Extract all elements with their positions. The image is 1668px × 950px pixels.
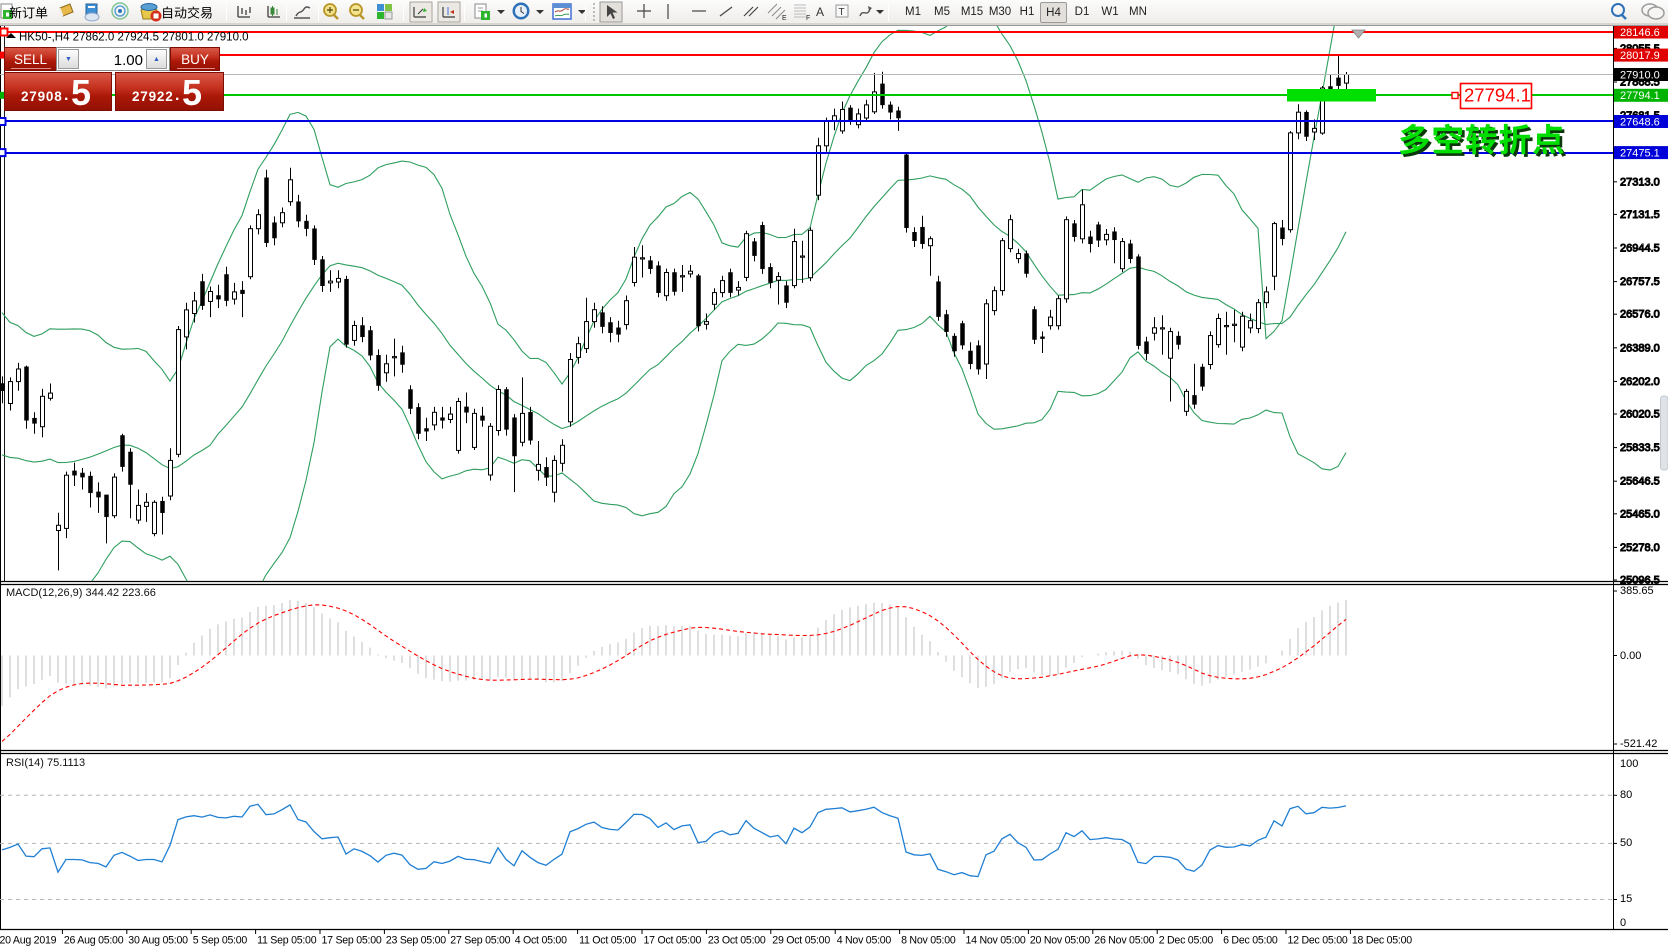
svg-text:20 Aug 2019: 20 Aug 2019 <box>0 935 57 947</box>
svg-text:A: A <box>816 5 824 19</box>
svg-text:17 Oct 05:00: 17 Oct 05:00 <box>644 935 702 947</box>
svg-text:26389.0: 26389.0 <box>1620 342 1660 354</box>
svg-text:MACD(12,26,9) 344.42 223.66: MACD(12,26,9) 344.42 223.66 <box>6 587 156 599</box>
svg-text:27313.0: 27313.0 <box>1620 176 1660 188</box>
svg-text:27648.6: 27648.6 <box>1620 116 1660 128</box>
svg-text:25465.0: 25465.0 <box>1620 508 1660 520</box>
svg-text:27 Sep 05:00: 27 Sep 05:00 <box>450 935 510 947</box>
svg-text:26944.5: 26944.5 <box>1620 243 1660 255</box>
svg-text:27794.1: 27794.1 <box>1464 85 1531 106</box>
svg-text:17 Sep 05:00: 17 Sep 05:00 <box>322 935 382 947</box>
svg-text:26202.0: 26202.0 <box>1620 376 1660 388</box>
svg-text:385.65: 385.65 <box>1620 585 1654 597</box>
svg-text:25278.0: 25278.0 <box>1620 542 1660 554</box>
svg-text:26 Nov 05:00: 26 Nov 05:00 <box>1094 935 1154 947</box>
svg-text:27910.0: 27910.0 <box>1620 69 1660 81</box>
svg-text:11 Sep 05:00: 11 Sep 05:00 <box>257 935 317 947</box>
svg-text:80: 80 <box>1620 789 1632 801</box>
svg-text:F: F <box>806 15 810 22</box>
svg-text:RSI(14) 75.1113: RSI(14) 75.1113 <box>6 757 85 769</box>
svg-text:5 Sep 05:00: 5 Sep 05:00 <box>193 935 248 947</box>
svg-text:-521.42: -521.42 <box>1620 738 1657 750</box>
svg-text:25833.5: 25833.5 <box>1620 442 1660 454</box>
svg-text:26 Aug 05:00: 26 Aug 05:00 <box>64 935 124 947</box>
svg-text:27475.1: 27475.1 <box>1620 147 1660 159</box>
svg-text:50: 50 <box>1620 837 1632 849</box>
svg-text:12 Dec 05:00: 12 Dec 05:00 <box>1288 935 1348 947</box>
svg-text:T: T <box>839 7 845 18</box>
svg-text:27131.5: 27131.5 <box>1620 209 1660 221</box>
svg-text:HK50-,H4 27862.0 27924.5 2780: HK50-,H4 27862.0 27924.5 27801.0 27910.0 <box>19 32 249 44</box>
svg-text:8 Nov 05:00: 8 Nov 05:00 <box>901 935 956 947</box>
svg-text:4 Nov 05:00: 4 Nov 05:00 <box>837 935 892 947</box>
svg-text:6 Dec 05:00: 6 Dec 05:00 <box>1223 935 1278 947</box>
svg-text:15: 15 <box>1620 893 1632 905</box>
svg-text:23 Oct 05:00: 23 Oct 05:00 <box>708 935 766 947</box>
svg-text:26757.5: 26757.5 <box>1620 276 1660 288</box>
svg-text:25646.5: 25646.5 <box>1620 476 1660 488</box>
svg-text:25096.5: 25096.5 <box>1620 575 1660 587</box>
svg-text:18 Dec 05:00: 18 Dec 05:00 <box>1352 935 1412 947</box>
svg-text:0.00: 0.00 <box>1620 650 1641 662</box>
svg-text:E: E <box>782 15 787 22</box>
svg-text:23 Sep 05:00: 23 Sep 05:00 <box>386 935 446 947</box>
svg-text:11 Oct 05:00: 11 Oct 05:00 <box>579 935 636 947</box>
svg-text:2 Dec 05:00: 2 Dec 05:00 <box>1159 935 1214 947</box>
svg-text:29 Oct 05:00: 29 Oct 05:00 <box>772 935 830 947</box>
svg-text:27794.1: 27794.1 <box>1620 90 1660 102</box>
svg-text:28146.6: 28146.6 <box>1620 27 1660 39</box>
svg-text:100: 100 <box>1620 758 1638 770</box>
svg-text:4 Oct 05:00: 4 Oct 05:00 <box>515 935 567 947</box>
svg-text:0: 0 <box>1620 917 1626 929</box>
svg-text:14 Nov 05:00: 14 Nov 05:00 <box>966 935 1026 947</box>
svg-text:20 Nov 05:00: 20 Nov 05:00 <box>1030 935 1090 947</box>
svg-text:26020.5: 26020.5 <box>1620 409 1660 421</box>
svg-text:26576.0: 26576.0 <box>1620 309 1660 321</box>
svg-text:28017.9: 28017.9 <box>1620 50 1660 62</box>
svg-text:30 Aug 05:00: 30 Aug 05:00 <box>128 935 188 947</box>
